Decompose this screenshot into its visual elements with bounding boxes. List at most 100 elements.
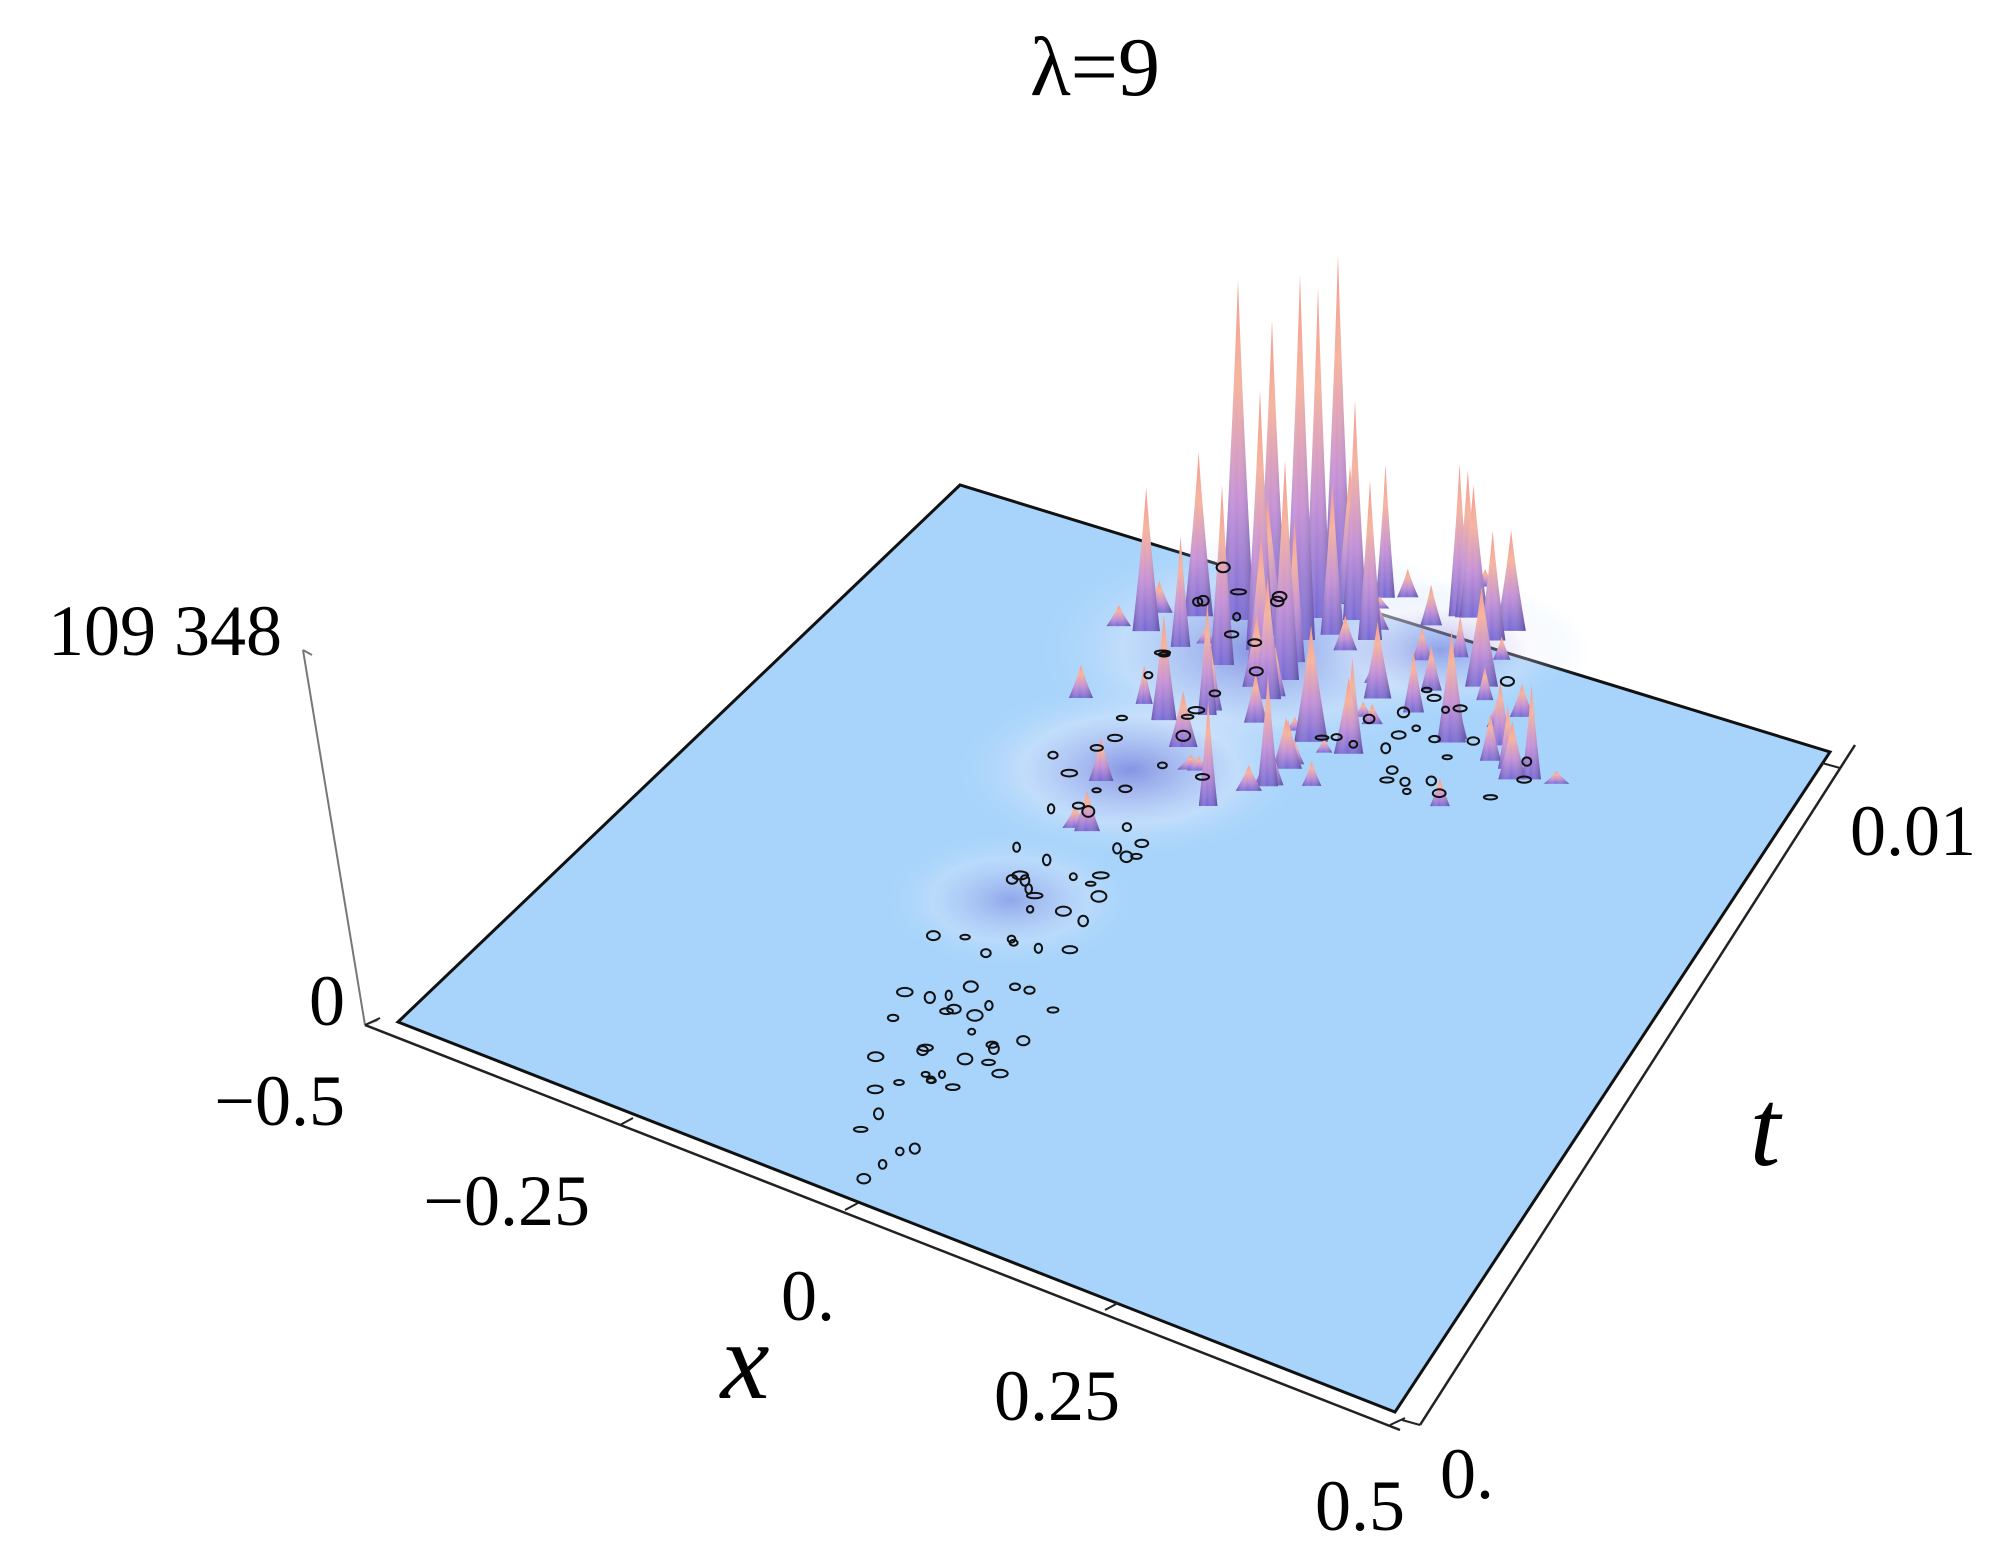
surface-peak-shade bbox=[1361, 703, 1383, 725]
contour-loop bbox=[1180, 713, 1195, 720]
surface-peak-shade bbox=[1301, 761, 1322, 786]
surface-peak-shade bbox=[1074, 790, 1100, 832]
contour-loop bbox=[1314, 734, 1330, 741]
contour-loop bbox=[1061, 945, 1079, 955]
contour-loop bbox=[1046, 1006, 1060, 1014]
contour-loop bbox=[1425, 775, 1438, 787]
contour-loop bbox=[1223, 630, 1240, 639]
contour-loop bbox=[886, 1013, 900, 1023]
surface-peak-shade bbox=[1420, 645, 1442, 691]
contour-loop bbox=[1428, 734, 1441, 744]
contour-loop bbox=[1175, 729, 1192, 742]
contour-loop bbox=[923, 991, 936, 1004]
surface-peak-shade bbox=[1271, 460, 1299, 680]
surface-peak-shade bbox=[1437, 630, 1466, 743]
contour-loop bbox=[1006, 934, 1017, 944]
x-axis-label: x bbox=[719, 1300, 770, 1422]
contour-loop bbox=[985, 1040, 999, 1049]
surface-peak-shade bbox=[1170, 535, 1191, 647]
contour-loop bbox=[1194, 773, 1211, 781]
surface-peak-shade bbox=[1543, 770, 1570, 784]
contour-loop bbox=[1084, 880, 1097, 887]
contour-loop bbox=[1012, 841, 1021, 853]
contour-loop bbox=[1426, 693, 1442, 703]
surface-peak-shade bbox=[1420, 584, 1442, 626]
contour-loop bbox=[896, 986, 914, 998]
contour-loop bbox=[1208, 689, 1222, 698]
contour-loop bbox=[1118, 784, 1133, 794]
surface-peak-shade bbox=[1315, 737, 1333, 753]
contour-loop bbox=[893, 1079, 905, 1086]
contour-loops bbox=[852, 561, 1533, 1185]
x-tick-0-25: 0.25 bbox=[994, 1356, 1120, 1436]
surface-peak-shade bbox=[1376, 464, 1395, 598]
surface-peak-shade bbox=[1222, 280, 1254, 620]
contour-loop bbox=[991, 1068, 1009, 1079]
x-tick-0: 0. bbox=[781, 1256, 835, 1336]
contour-loop bbox=[1348, 739, 1359, 749]
contour-loop bbox=[1232, 612, 1242, 622]
contour-loop bbox=[1247, 638, 1263, 647]
contour-loop bbox=[1090, 890, 1108, 903]
surface-peak-shade bbox=[1465, 586, 1499, 687]
contour-loop bbox=[1112, 842, 1123, 855]
surface-peak-shade bbox=[1210, 485, 1234, 665]
z-tick-zero: 0 bbox=[309, 961, 345, 1041]
contour-loop bbox=[908, 1142, 921, 1155]
surface-peak-shade bbox=[1135, 664, 1153, 704]
contour-loop bbox=[1441, 705, 1450, 714]
contour-loop bbox=[1399, 776, 1411, 787]
contour-loop bbox=[1091, 871, 1110, 880]
contour-loop bbox=[1068, 872, 1078, 882]
contour-loop bbox=[1187, 706, 1206, 715]
surface-peak-shade bbox=[1479, 713, 1501, 761]
surface-peak-shade bbox=[1522, 683, 1541, 780]
surface-peak-shade bbox=[1235, 765, 1262, 791]
contour-loop bbox=[981, 1058, 996, 1067]
x-tick-neg-0-25: −0.25 bbox=[423, 1161, 590, 1241]
surface-peak-shade bbox=[1285, 275, 1315, 640]
surface-peak-shade bbox=[1496, 530, 1526, 631]
contour-loop bbox=[1521, 756, 1533, 767]
contour-loop bbox=[1130, 852, 1143, 860]
contour-loop bbox=[956, 1052, 974, 1066]
contour-loop bbox=[1431, 788, 1447, 799]
contour-loop bbox=[856, 1173, 872, 1185]
z-tick-max: 109 348 bbox=[48, 591, 282, 671]
contour-loop bbox=[1054, 905, 1072, 917]
surface-peak-shade bbox=[1257, 674, 1279, 787]
contour-loop bbox=[1379, 776, 1395, 784]
contour-loop bbox=[1420, 686, 1433, 694]
surface-peak-shade bbox=[1106, 604, 1131, 627]
contour-loop bbox=[1385, 765, 1399, 775]
contour-loop bbox=[1441, 754, 1453, 761]
contour-loop bbox=[1248, 666, 1264, 677]
contour-loop bbox=[1134, 838, 1150, 849]
surface-peak-shade bbox=[1430, 777, 1450, 807]
contour-loop bbox=[1390, 730, 1407, 740]
contour-loop bbox=[877, 1159, 888, 1170]
surface-peak-shade bbox=[1244, 672, 1268, 723]
contour-loop bbox=[1071, 801, 1086, 810]
contour-loop bbox=[1077, 914, 1089, 928]
contour-loop bbox=[944, 989, 953, 1001]
surface-peak-shade bbox=[1403, 650, 1424, 713]
surface-peak-shade bbox=[1294, 625, 1328, 742]
contour-loop bbox=[920, 1070, 931, 1078]
contour-loop bbox=[1330, 733, 1343, 742]
surface-peak-shade bbox=[1197, 601, 1217, 716]
surface-peak-shade bbox=[1459, 484, 1488, 618]
contour-loop bbox=[873, 1107, 884, 1121]
contour-loop bbox=[866, 1084, 884, 1095]
contour-loop bbox=[1229, 588, 1248, 596]
surface-peak-shade bbox=[1358, 480, 1382, 640]
contour-loop bbox=[1153, 649, 1172, 656]
contour-loop bbox=[1005, 874, 1019, 885]
contour-loop bbox=[1033, 942, 1044, 954]
surface-peak-shade bbox=[1363, 621, 1392, 699]
x-tick-0-5: 0.5 bbox=[1315, 1466, 1405, 1546]
surface-peak-shade bbox=[1088, 737, 1114, 782]
surface-peak-shade bbox=[1479, 530, 1506, 641]
contour-loop bbox=[988, 1042, 1000, 1055]
contour-loop bbox=[1516, 775, 1532, 784]
